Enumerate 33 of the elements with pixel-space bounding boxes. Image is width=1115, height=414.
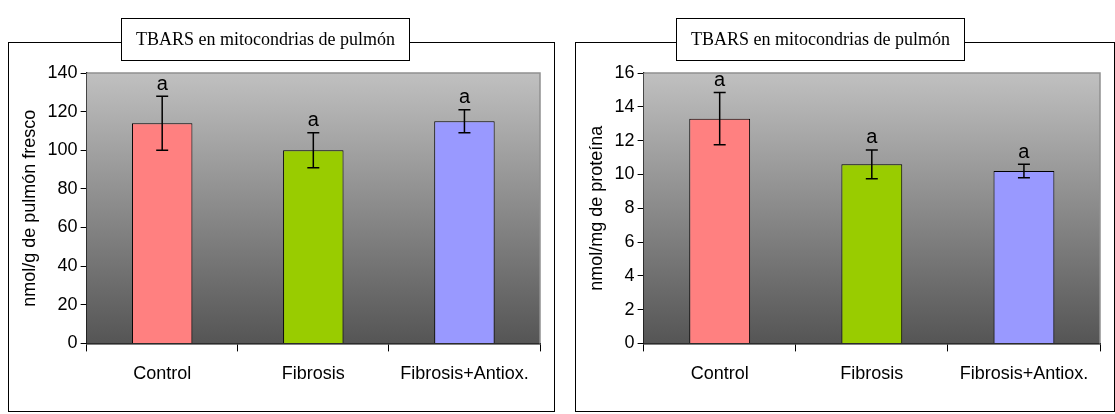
y-tick-label: 0 xyxy=(67,332,78,353)
x-tick-label: Control xyxy=(690,363,749,384)
y-tick-label: 12 xyxy=(614,129,635,150)
chart-title: TBARS en mitocondrias de pulmón xyxy=(121,18,410,61)
y-tick-label: 10 xyxy=(614,163,635,184)
y-tick-label: 100 xyxy=(47,139,78,160)
y-tick-label: 120 xyxy=(47,100,78,121)
x-tick-label: Fibrosis+Antiox. xyxy=(959,363,1089,384)
annotation: a xyxy=(156,71,169,94)
y-axis-title: nmol/mg de proteína xyxy=(585,124,606,291)
y-tick-label: 140 xyxy=(47,61,78,82)
x-tick-label: Fibrosis xyxy=(281,363,345,384)
y-tick-label: 40 xyxy=(57,255,78,276)
x-tick-label: Control xyxy=(133,363,192,384)
y-tick-label: 8 xyxy=(624,197,635,218)
y-tick-label: 14 xyxy=(614,95,635,116)
annotation: a xyxy=(714,67,727,90)
y-tick-label: 80 xyxy=(57,177,78,198)
chart-title: TBARS en mitocondrias de pulmón xyxy=(676,18,965,61)
y-tick-label: 4 xyxy=(624,264,635,285)
y-tick-label: 6 xyxy=(624,230,635,251)
annotation: a xyxy=(1018,139,1031,162)
y-tick-label: 60 xyxy=(57,216,78,237)
annotation: a xyxy=(307,108,320,131)
annotation: a xyxy=(866,125,879,148)
x-tick-label: Fibrosis+Antiox. xyxy=(400,363,529,384)
y-axis-title: nmol/g de pulmón fresco xyxy=(18,109,39,307)
y-tick-label: 0 xyxy=(624,332,635,353)
x-tick-label: Fibrosis xyxy=(840,363,904,384)
y-tick-label: 20 xyxy=(57,293,78,314)
y-tick-label: 2 xyxy=(624,298,635,319)
annotation: a xyxy=(458,85,471,108)
y-tick-label: 16 xyxy=(614,61,635,82)
